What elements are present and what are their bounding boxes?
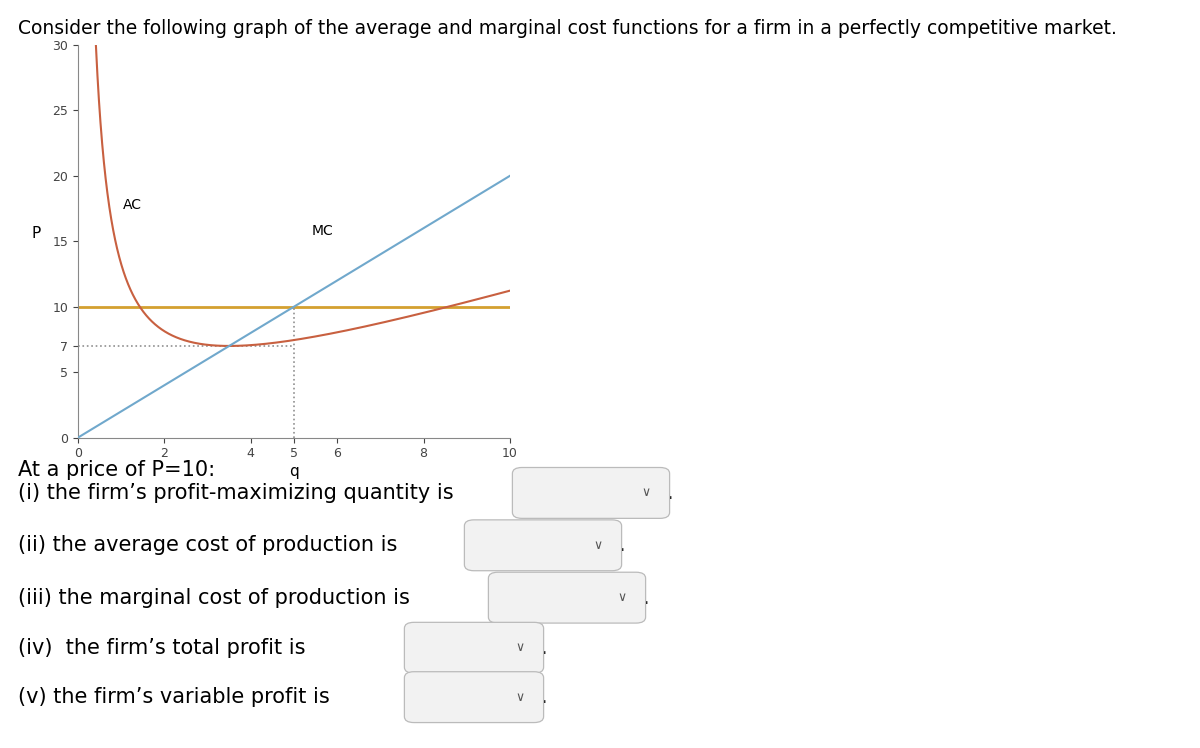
Text: ∨: ∨ <box>617 591 626 604</box>
Text: .: . <box>541 638 548 657</box>
Text: (iii) the marginal cost of production is: (iii) the marginal cost of production is <box>18 588 410 607</box>
Text: Consider the following graph of the average and marginal cost functions for a fi: Consider the following graph of the aver… <box>18 19 1117 37</box>
Text: At a price of P=10:: At a price of P=10: <box>18 460 215 480</box>
Text: MC: MC <box>311 224 334 238</box>
X-axis label: q: q <box>289 465 299 479</box>
Text: ∨: ∨ <box>515 641 524 654</box>
Text: .: . <box>643 588 650 607</box>
Text: (ii) the average cost of production is: (ii) the average cost of production is <box>18 536 397 555</box>
Text: ∨: ∨ <box>515 690 524 704</box>
Text: AC: AC <box>124 197 143 212</box>
Text: ∨: ∨ <box>593 539 602 552</box>
Text: ∨: ∨ <box>641 486 650 500</box>
Text: .: . <box>541 687 548 707</box>
Text: (i) the firm’s profit-maximizing quantity is: (i) the firm’s profit-maximizing quantit… <box>18 483 454 503</box>
Text: .: . <box>667 483 674 503</box>
Y-axis label: P: P <box>31 226 41 241</box>
Text: .: . <box>619 536 626 555</box>
Text: (iv)  the firm’s total profit is: (iv) the firm’s total profit is <box>18 638 306 657</box>
Text: (v) the firm’s variable profit is: (v) the firm’s variable profit is <box>18 687 330 707</box>
